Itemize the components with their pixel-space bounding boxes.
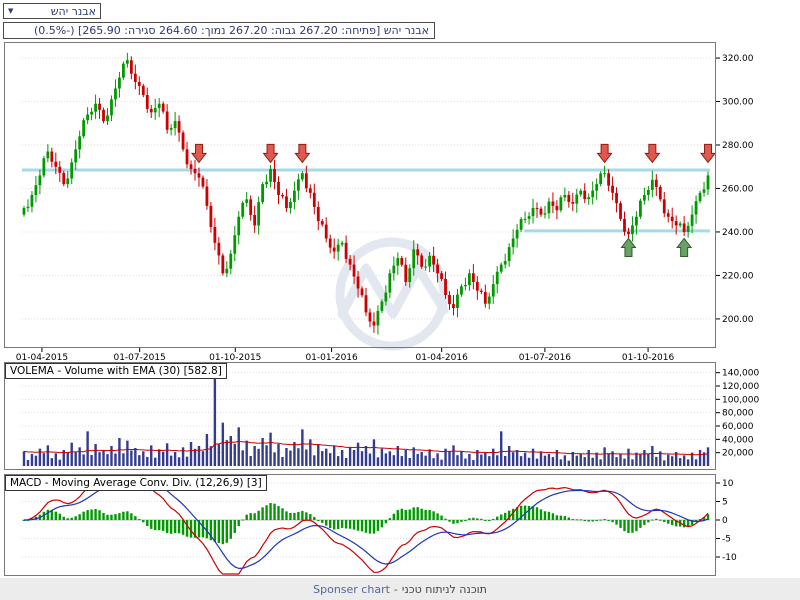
svg-text:01-10-2015: 01-10-2015 [209,353,261,363]
svg-text:240.00: 240.00 [722,228,754,238]
footer-brand-link[interactable]: Sponser chart [313,582,390,596]
svg-text:80,000: 80,000 [722,409,754,419]
volume-indicator-label: VOLEMA - Volume with EMA (30) [582.8] [5,363,227,379]
svg-text:140,000: 140,000 [722,369,759,379]
svg-text:200.00: 200.00 [722,315,754,325]
svg-text:320.00: 320.00 [722,54,754,64]
svg-text:01-01-2016: 01-01-2016 [305,353,358,363]
svg-text:10: 10 [722,479,734,489]
footer-tagline: תוכנה לניתוח טכני [401,582,487,596]
support-resistance-lines [22,168,710,233]
buy-signal-arrows [620,237,693,257]
ohlc-info-bar: אבנר יהש [פתיחה: 267.20 גבוה: 267.20 נמו… [3,22,435,39]
macd-axis: -10 -5 0 5 10 [716,479,737,563]
svg-text:220.00: 220.00 [722,271,754,281]
svg-text:120,000: 120,000 [722,382,759,392]
sell-signal-arrows [190,143,717,164]
svg-text:01-07-2016: 01-07-2016 [519,353,572,363]
dropdown-arrow-icon: ▼ [8,6,14,15]
price-chart-canvas[interactable]: 200.00 220.00 240.00 260.00 280.00 300.00 320.… [4,42,794,364]
macd-histogram [22,503,710,545]
svg-text:01-04-2015: 01-04-2015 [16,353,68,363]
svg-text:100,000: 100,000 [722,395,759,405]
svg-text:60,000: 60,000 [722,422,754,432]
svg-text:40,000: 40,000 [722,435,754,445]
svg-text:01-07-2015: 01-07-2015 [113,353,165,363]
svg-text:0: 0 [722,516,728,526]
footer-separator: - [393,582,398,596]
price-axis: 200.00 220.00 240.00 260.00 280.00 300.00 320.… [16,54,754,363]
volume-ema-line [23,440,709,456]
macd-indicator-label: MACD - Moving Average Conv. Div. (12,26,… [5,475,267,491]
volume-bars [22,372,710,466]
svg-text:01-04-2016: 01-04-2016 [416,353,469,363]
footer-bar: Sponser chart - תוכנה לניתוח טכני [0,578,800,600]
candles-layer [22,52,710,335]
svg-text:-10: -10 [722,553,737,563]
svg-text:-5: -5 [722,535,731,545]
svg-text:260.00: 260.00 [722,184,754,194]
svg-text:300.00: 300.00 [722,98,754,108]
price-gridlines [22,57,710,320]
volume-gridlines [22,372,710,454]
volume-axis: 20,000 40,000 60,000 80,000 100,000 120,000 14… [716,369,759,459]
symbol-label: אבנר יהש [50,4,96,18]
svg-text:20,000: 20,000 [722,449,754,459]
svg-text:01-10-2016: 01-10-2016 [622,353,675,363]
svg-text:5: 5 [722,498,728,508]
svg-text:280.00: 280.00 [722,141,754,151]
symbol-selector[interactable]: אבנר יהש ▼ [3,3,101,19]
